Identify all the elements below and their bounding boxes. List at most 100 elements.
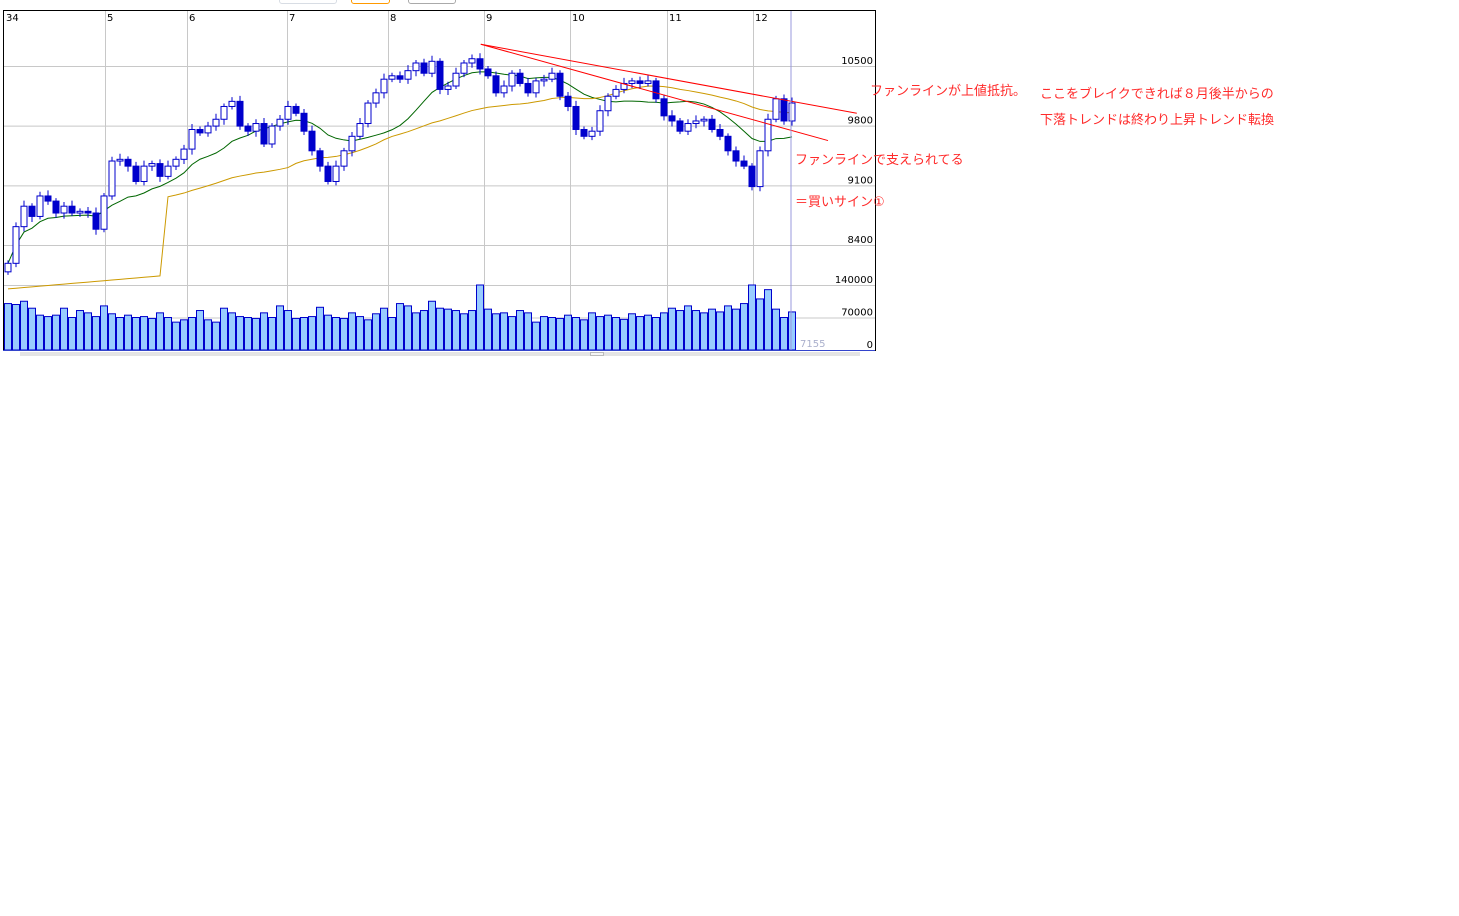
candle-up	[36, 195, 44, 217]
volume-tick-label: 140000	[835, 275, 873, 286]
candle-down	[68, 205, 76, 214]
toolbar-button-2-active[interactable]	[351, 0, 390, 4]
candle-up	[180, 148, 188, 160]
candle-up	[108, 160, 116, 197]
volume-bar	[380, 307, 388, 351]
volume-bar	[228, 312, 236, 351]
candle-down	[292, 105, 300, 114]
volume-bar	[356, 316, 364, 351]
volume-bar	[716, 311, 724, 351]
volume-bar	[724, 305, 732, 351]
month-label: 6	[189, 13, 195, 24]
candle-up	[764, 118, 772, 152]
month-label: 34	[6, 13, 19, 24]
candle-down	[236, 100, 244, 127]
volume-bar	[532, 321, 540, 351]
volume-bars	[4, 284, 796, 351]
volume-bar	[12, 304, 20, 351]
volume-bar	[188, 317, 196, 351]
annotation-resistance: ファンラインが上値抵抗。	[870, 84, 1027, 99]
scrollbar-thumb[interactable]	[590, 352, 604, 356]
volume-bar	[212, 321, 220, 351]
volume-bar	[572, 317, 580, 351]
candle-up	[612, 88, 620, 97]
volume-bar	[332, 317, 340, 351]
volume-bar	[492, 313, 500, 351]
candle-down	[84, 210, 92, 214]
month-label: 11	[669, 13, 682, 24]
volume-bar	[76, 310, 84, 351]
volume-bar	[524, 312, 532, 351]
volume-bar	[436, 307, 444, 351]
volume-bar	[508, 316, 516, 351]
candle-down	[308, 130, 316, 152]
candle-down	[636, 80, 644, 84]
volume-bar	[84, 312, 92, 351]
toolbar-button-3[interactable]	[408, 0, 456, 4]
candle-up	[684, 123, 692, 132]
volume-bar	[284, 310, 292, 351]
month-label: 8	[390, 13, 396, 24]
volume-bar	[404, 305, 412, 351]
volume-bar	[100, 305, 108, 351]
candles	[4, 53, 796, 275]
candle-down	[244, 125, 252, 132]
toolbar-button-1[interactable]	[279, 0, 337, 4]
candle-up	[380, 78, 388, 94]
volume-bar	[756, 298, 764, 351]
volume-readout: 7155	[800, 339, 825, 350]
candle-up	[340, 150, 348, 167]
volume-bar	[548, 317, 556, 351]
candle-up	[588, 130, 596, 137]
volume-bar	[52, 314, 60, 351]
volume-bar	[612, 317, 620, 351]
candle-up	[508, 72, 516, 87]
price-tick-label: 8400	[848, 235, 873, 246]
volume-bar	[540, 316, 548, 351]
volume-bar	[172, 321, 180, 351]
volume-bar	[92, 316, 100, 351]
volume-bar	[580, 319, 588, 351]
candle-up	[100, 195, 108, 230]
price-tick-label: 9100	[848, 175, 873, 186]
candle-up	[140, 165, 148, 182]
annotation-support-line2: ＝買いサイン①	[795, 195, 885, 210]
volume-bar	[148, 317, 156, 351]
volume-bar	[388, 317, 396, 351]
volume-bar	[708, 308, 716, 351]
candle-down	[436, 60, 444, 90]
volume-bar	[780, 317, 788, 351]
price-axis-labels: 10500 9800 9100 8400	[841, 56, 873, 246]
candle-up	[388, 75, 396, 80]
candle-up	[204, 125, 212, 134]
candle-down	[748, 165, 756, 188]
candle-down	[716, 128, 724, 137]
month-label: 10	[572, 13, 585, 24]
volume-bar	[348, 312, 356, 351]
candle-down	[524, 82, 532, 94]
candle-up	[444, 85, 452, 90]
candle-down	[92, 212, 100, 230]
price-tick-label: 9800	[848, 116, 873, 127]
candle-up	[452, 72, 460, 87]
candle-up	[596, 110, 604, 132]
volume-bar	[596, 316, 604, 351]
volume-bar	[396, 303, 404, 351]
volume-bar	[132, 317, 140, 351]
candle-down	[420, 62, 428, 74]
candle-up	[692, 120, 700, 125]
candle-down	[492, 75, 500, 94]
fan-line	[480, 43, 857, 114]
horizontal-scrollbar[interactable]	[20, 352, 860, 356]
candle-down	[476, 58, 484, 70]
annotation-support-line1: ファンラインで支えられてる	[795, 153, 964, 168]
month-label: 9	[486, 13, 492, 24]
volume-bar	[196, 310, 204, 351]
month-labels: 34 5 6 7 8 9 10 11 12	[6, 13, 768, 24]
volume-bar	[444, 308, 452, 351]
candle-up	[500, 85, 508, 94]
volume-bar	[740, 303, 748, 351]
candle-down	[156, 163, 164, 177]
candle-up	[12, 226, 20, 264]
volume-bar	[748, 284, 756, 351]
